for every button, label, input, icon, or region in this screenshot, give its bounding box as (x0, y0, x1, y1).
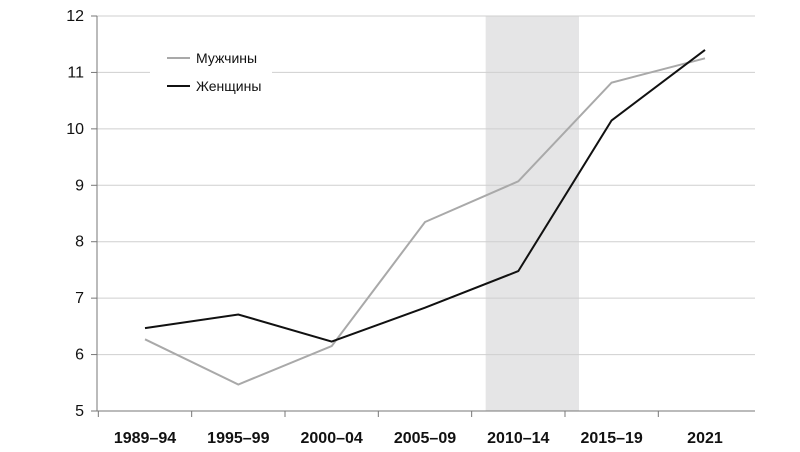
legend-label-men: Мужчины (196, 50, 257, 66)
x-tick-label: 2010–14 (487, 430, 549, 447)
x-tick-label: 2005–09 (394, 430, 456, 447)
legend-background (150, 42, 272, 100)
y-tick-label: 5 (75, 403, 84, 420)
axes: 5 6 7 8 9 10 11 12 1989–94 1995–99 2000–04 2005–09 2… (66, 8, 755, 447)
x-tick-label: 2021 (687, 430, 723, 447)
x-tick-label: 2015–19 (581, 430, 643, 447)
x-tick-label: 1995–99 (207, 430, 269, 447)
y-tick-label: 7 (75, 290, 84, 307)
highlight-band (485, 16, 579, 411)
y-tick-label: 10 (66, 121, 84, 138)
y-tick-label: 6 (75, 347, 84, 364)
series-line-women (144, 49, 706, 343)
series-line-men (144, 57, 706, 386)
legend-label-women: Женщины (196, 78, 261, 94)
series-lines (144, 49, 706, 386)
legend: Мужчины Женщины (150, 42, 272, 100)
x-tick-label: 1989–94 (114, 430, 176, 447)
y-tick-label: 11 (67, 64, 84, 81)
y-tick-label: 9 (75, 177, 84, 194)
y-tick-label: 12 (66, 8, 84, 25)
highlight-band-layer (485, 16, 579, 411)
y-tick-label: 8 (75, 234, 84, 251)
x-tick-label: 2000–04 (301, 430, 363, 447)
